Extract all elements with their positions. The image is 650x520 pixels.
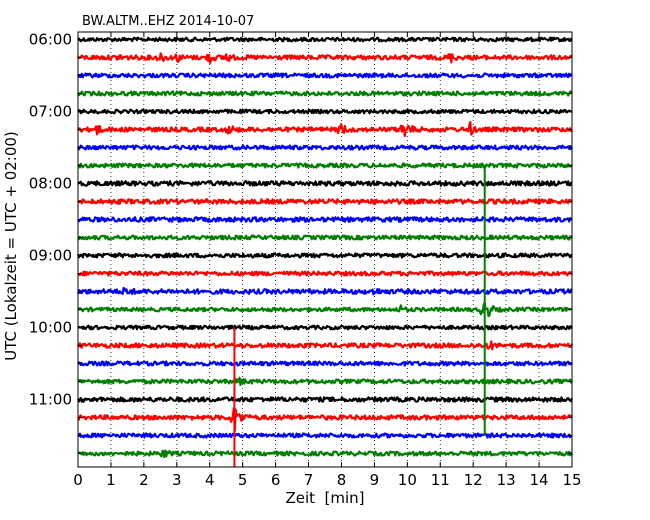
x-tick-label: 4 [205,471,215,489]
x-tick-label: 2 [139,471,149,489]
y-tick-label: 09:00 [29,247,72,265]
y-tick-label: 07:00 [29,103,72,121]
trace-1000 [77,324,573,331]
trace-0845 [77,234,573,241]
x-axis-ticks: 0 1 2 3 4 5 6 7 8 9 10 11 12 13 14 15 [73,32,582,489]
trace-0600 [77,36,573,43]
plot-frame [77,31,573,468]
trace-1030 [77,360,573,367]
plot-grid [110,32,540,467]
trace-0645 [77,90,573,97]
seismogram-traces [76,36,574,467]
trace-0630 [76,72,573,79]
y-axis-ticks: 06:00 07:00 08:00 09:00 10:00 11:00 [29,31,572,454]
y-axis-label: UTC (Lokalzeit = UTC + 02:00) [2,131,20,361]
y-tick-label: 06:00 [29,31,72,49]
x-tick-label: 0 [73,471,83,489]
trace-1115 [77,407,573,432]
x-tick-label: 9 [370,471,380,489]
x-tick-label: 14 [530,471,549,489]
trace-1100 [76,396,574,403]
x-axis-label: Zeit [min] [285,489,364,507]
trace-0730 [76,144,573,151]
trace-1045 [77,376,574,387]
x-tick-label: 8 [337,471,347,489]
x-tick-label: 12 [464,471,483,489]
x-tick-label: 3 [172,471,182,489]
trace-0930 [76,286,573,296]
trace-0800 [77,180,573,187]
trace-1130 [77,432,573,439]
trace-0745 [77,162,573,169]
trace-0900 [76,252,573,259]
trace-0815 [77,198,573,205]
trace-1015 [77,340,574,351]
x-tick-label: 11 [431,471,450,489]
trace-1145 [77,449,574,459]
trace-0615 [77,52,573,64]
x-tick-label: 10 [398,471,417,489]
trace-0715 [77,120,573,138]
trace-0945 [77,301,573,317]
trace-0830 [77,216,573,223]
y-tick-label: 10:00 [29,319,72,337]
x-tick-label: 6 [271,471,281,489]
x-tick-label: 15 [562,471,581,489]
x-tick-label: 5 [238,471,248,489]
x-tick-label: 13 [497,471,516,489]
trace-0700 [77,108,573,115]
trace-0915 [77,270,574,277]
chart-title: BW.ALTM..EHZ 2014-10-07 [82,14,254,29]
x-tick-label: 7 [304,471,314,489]
y-tick-label: 11:00 [29,391,72,409]
x-tick-label: 1 [106,471,116,489]
y-tick-label: 08:00 [29,175,72,193]
